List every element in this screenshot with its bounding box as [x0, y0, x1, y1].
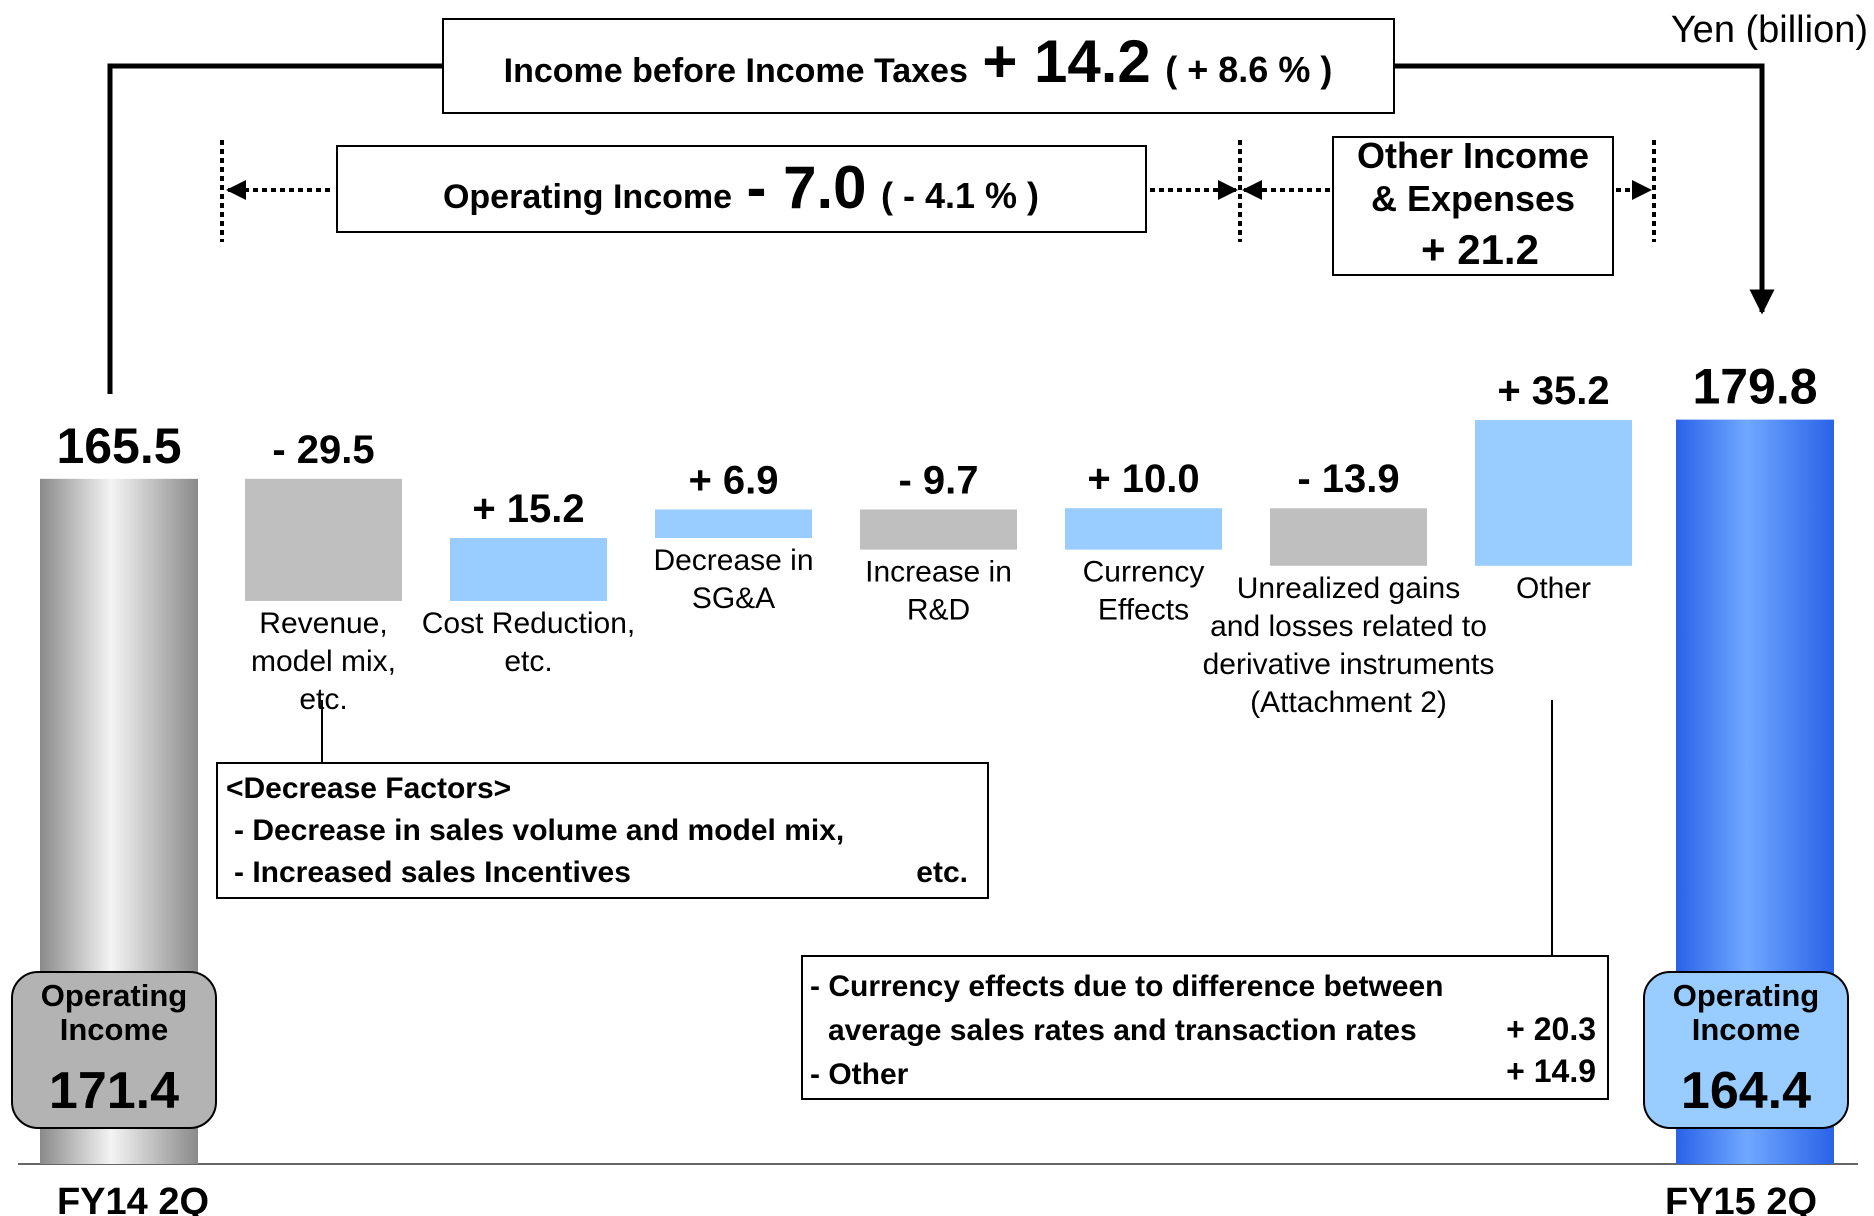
total-box-title: Income: [60, 1012, 169, 1047]
category-label: model mix,: [251, 645, 396, 678]
step-bar: [245, 478, 402, 601]
bracket-box: [442, 18, 1395, 114]
category-label: and losses related to: [1210, 610, 1487, 643]
operating-text: Operating Income - 7.0 ( - 4.1 % ): [443, 154, 1039, 221]
category-label: Other: [1516, 572, 1591, 605]
category-label: Unrealized gains: [1237, 572, 1460, 605]
total-box-title: Income: [1692, 1012, 1801, 1047]
value-label: - 29.5: [272, 428, 374, 472]
step-bar: [655, 509, 812, 539]
value-label: - 13.9: [1297, 457, 1399, 501]
category-label: Currency: [1083, 556, 1205, 589]
value-label: + 35.2: [1497, 369, 1609, 413]
category-label: (Attachment 2): [1250, 686, 1447, 719]
step-bar: [1065, 508, 1222, 550]
category-label: etc.: [299, 683, 347, 716]
total-label: 179.8: [1692, 359, 1817, 415]
note-line: - Decrease in sales volume and model mix…: [234, 814, 844, 847]
other-note-box: [801, 955, 1609, 1100]
unit-label: Yen (billion): [1671, 9, 1868, 51]
value-label: + 6.9: [688, 458, 778, 502]
category-label: Decrease in: [653, 544, 813, 577]
value-label: + 10.0: [1087, 457, 1199, 501]
x-label: FY15 2Q: [1665, 1181, 1817, 1216]
other-income-box: [1332, 136, 1614, 276]
total-box-value: 171.4: [49, 1062, 179, 1120]
category-label: Cost Reduction,: [422, 607, 635, 640]
note-line: - Increased sales Incentives: [234, 856, 631, 889]
note-title: <Decrease Factors>: [226, 772, 511, 805]
total-box: [11, 971, 217, 1129]
other-income-label: Other Income: [1357, 135, 1589, 176]
category-label: etc.: [504, 645, 552, 678]
total-box-title: Operating: [1673, 978, 1819, 1013]
total-box-value: 164.4: [1681, 1062, 1811, 1120]
value-label: + 15.2: [472, 487, 584, 531]
category-label: derivative instruments: [1203, 648, 1495, 681]
total-box-title: Operating: [41, 978, 187, 1013]
category-label: R&D: [907, 594, 970, 627]
note-suffix: etc.: [916, 856, 968, 889]
total-box: [1643, 971, 1849, 1129]
step-bar: [450, 538, 607, 601]
category-label: Increase in: [865, 556, 1012, 589]
category-label: Revenue,: [259, 607, 387, 640]
note-line: average sales rates and transaction rate…: [828, 1014, 1417, 1047]
note-line: - Currency effects due to difference bet…: [810, 970, 1444, 1003]
value-label: - 9.7: [898, 458, 978, 502]
step-bar: [860, 509, 1017, 550]
operating-box: [336, 145, 1147, 233]
dotted-brackets: [220, 140, 1656, 242]
note-value: + 20.3: [1506, 1011, 1596, 1047]
total-label: 165.5: [56, 418, 181, 474]
step-bar: [1475, 420, 1632, 566]
note-value: + 14.9: [1506, 1053, 1596, 1089]
decrease-note-box: [216, 762, 989, 899]
note-line: - Other: [810, 1058, 909, 1091]
category-label: SG&A: [692, 582, 775, 615]
bracket-text: Income before Income Taxes + 14.2 ( + 8.…: [504, 28, 1333, 95]
other-income-label: & Expenses: [1371, 178, 1575, 219]
x-label: FY14 2Q: [57, 1181, 209, 1216]
other-income-change: + 21.2: [1421, 226, 1539, 273]
step-bar: [1270, 508, 1427, 566]
category-label: Effects: [1098, 594, 1189, 627]
